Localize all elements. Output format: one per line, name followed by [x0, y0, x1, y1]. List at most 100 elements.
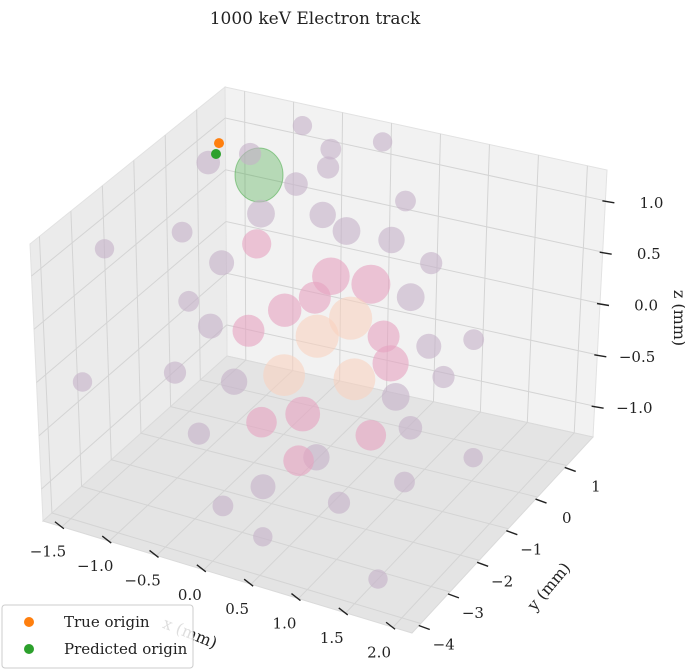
- predicted-origin-point: [211, 149, 221, 159]
- energy-deposit-point: [381, 383, 410, 411]
- z-tick-label: 0.5: [637, 245, 661, 263]
- energy-deposit-point: [220, 368, 248, 395]
- energy-deposit-point: [367, 320, 400, 353]
- energy-deposit-point: [327, 491, 351, 514]
- energy-deposit-point: [246, 406, 277, 438]
- x-tick-mark: [338, 607, 349, 616]
- energy-deposit-point: [292, 116, 313, 136]
- energy-deposit-point: [463, 329, 485, 350]
- energy-deposit-point: [317, 156, 340, 179]
- z-grid-line: [41, 324, 595, 490]
- y-grid-line: [133, 160, 509, 530]
- x-tick-label: −1.5: [30, 543, 66, 561]
- energy-deposit-point: [378, 226, 405, 254]
- energy-deposit-point: [398, 416, 423, 440]
- legend-marker-predicted-origin: [24, 644, 34, 654]
- z-tick-mark: [602, 200, 615, 204]
- x-grid-line: [61, 91, 247, 528]
- z-tick-mark: [594, 354, 607, 358]
- energy-deposit-point: [253, 527, 273, 547]
- y-grid-line: [196, 109, 567, 466]
- z-grid-line: [33, 169, 603, 330]
- z-grid-line: [31, 117, 606, 277]
- x-tick-label: −1.0: [77, 557, 113, 575]
- energy-deposit-point: [312, 257, 350, 296]
- energy-deposit-point: [285, 396, 321, 432]
- energy-deposit-point: [394, 471, 415, 493]
- energy-deposit-point: [351, 264, 391, 304]
- energy-deposit-point: [372, 132, 393, 152]
- x-tick-label: 0.0: [178, 586, 202, 604]
- energy-deposit-point: [178, 290, 200, 312]
- true-origin-point: [214, 138, 224, 149]
- x-tick-label: 1.5: [320, 629, 344, 647]
- y-grid-line: [164, 135, 538, 498]
- energy-deposit-point: [372, 345, 409, 382]
- x-tick-mark: [291, 592, 301, 602]
- legend-label-true-origin: True origin: [64, 613, 150, 631]
- energy-deposit-point: [250, 474, 276, 500]
- energy-deposit-point: [263, 354, 305, 396]
- energy-deposit-point: [333, 358, 376, 401]
- y-tick-mark: [564, 466, 576, 473]
- x-grid-line: [298, 144, 490, 599]
- energy-deposit-point: [232, 314, 265, 347]
- x-tick-mark: [385, 621, 396, 630]
- energy-deposit-point: [396, 283, 425, 312]
- x-tick-mark: [149, 549, 159, 559]
- y-tick-label: 1: [591, 477, 601, 495]
- x-tick-mark: [196, 564, 207, 573]
- x-grid-line: [250, 133, 441, 585]
- energy-deposit-point: [284, 172, 308, 196]
- energy-deposit-point: [163, 361, 187, 384]
- energy-deposit-point: [247, 199, 275, 228]
- energy-deposit-point: [209, 250, 235, 276]
- energy-deposit-point: [187, 422, 210, 445]
- z-axis-label: z (mm): [670, 290, 685, 346]
- legend: True origin Predicted origin: [1, 604, 194, 669]
- energy-deposit-point: [332, 217, 361, 245]
- z-tick-label: −0.5: [619, 348, 655, 366]
- energy-deposit-point: [72, 372, 93, 392]
- x-tick-label: 1.0: [273, 615, 297, 633]
- x-tick-label: 2.0: [367, 643, 391, 661]
- x-tick-mark: [54, 521, 65, 530]
- y-grid-line: [101, 185, 480, 561]
- y-tick-label: −4: [433, 636, 455, 654]
- energy-deposit-point: [329, 296, 373, 340]
- y-tick-mark: [535, 498, 547, 504]
- y-tick-mark: [506, 530, 518, 536]
- energy-deposit-point: [94, 239, 115, 259]
- y-axis-label: y (mm): [523, 559, 575, 616]
- y-grid-line: [70, 211, 451, 593]
- energy-deposit-point: [432, 365, 455, 389]
- energy-deposit-point: [309, 201, 336, 229]
- x-tick-label: 0.5: [225, 600, 249, 618]
- y-axis-ticks: 1 0 −1 −2 −3 −4: [418, 466, 601, 654]
- x-tick-mark: [101, 535, 112, 544]
- legend-label-predicted-origin: Predicted origin: [64, 640, 188, 658]
- z-axis-ticks: 1.0 0.5 0.0 −0.5 −1.0: [591, 194, 663, 417]
- x-grid-line: [345, 155, 539, 614]
- x-axis-ticks: −1.5 −1.0 −0.5 0.0 0.5 1.0 1.5 2.0: [30, 521, 396, 661]
- energy-deposit-point: [171, 221, 193, 243]
- energy-deposit-point: [283, 445, 314, 477]
- energy-deposit-point: [355, 420, 387, 451]
- energy-deposit-point: [320, 138, 342, 160]
- energy-deposit-point: [197, 313, 223, 339]
- energy-deposit-point: [395, 190, 416, 212]
- energy-deposit-point: [368, 569, 388, 589]
- z-tick-mark: [596, 302, 610, 307]
- y-tick-label: −2: [491, 572, 513, 590]
- z-tick-mark: [591, 405, 604, 409]
- z-tick-mark: [599, 251, 612, 255]
- x-tick-mark: [243, 578, 254, 587]
- energy-deposit-point: [242, 229, 272, 259]
- z-tick-label: −1.0: [616, 399, 652, 417]
- y-grid-line: [38, 236, 421, 624]
- legend-marker-true-origin: [24, 617, 34, 627]
- energy-deposit-point: [212, 495, 234, 517]
- origin-markers: [211, 138, 224, 159]
- energy-deposit-point: [239, 142, 262, 166]
